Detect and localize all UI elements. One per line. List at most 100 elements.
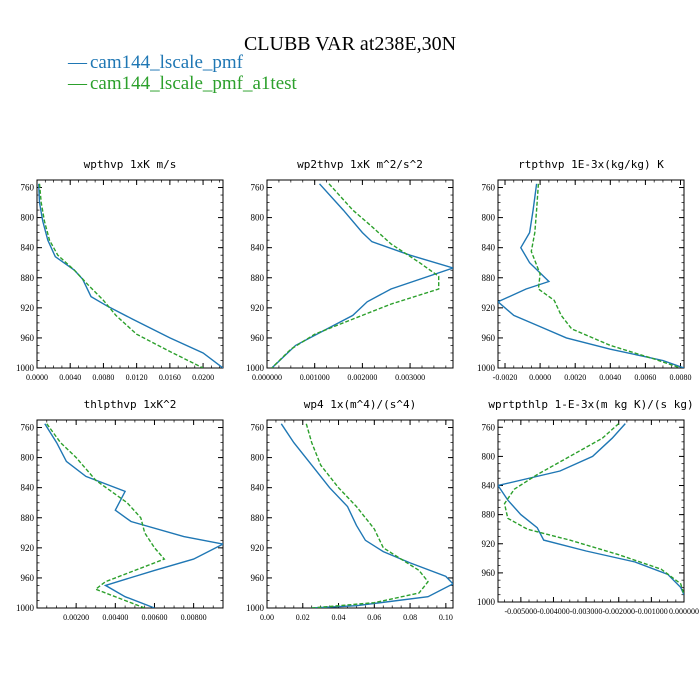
panel-1: wpthvp 1xK m/s76080084088092096010000.00… xyxy=(16,158,224,382)
x-tick-label: 0.003000 xyxy=(395,373,425,382)
y-tick-label: 800 xyxy=(21,453,35,463)
x-tick-label: 0.0040 xyxy=(59,373,81,382)
y-tick-label: 1000 xyxy=(246,363,265,373)
x-tick-label: 0.000000 xyxy=(252,373,282,382)
series-line-1 xyxy=(498,183,684,368)
y-tick-label: 960 xyxy=(482,568,496,578)
panel-title: wpthvp 1xK m/s xyxy=(84,158,177,171)
y-tick-label: 800 xyxy=(482,451,496,461)
x-tick-label: 0.08 xyxy=(403,613,417,622)
x-tick-label: 0.10 xyxy=(439,613,453,622)
panel-4: thlpthvp 1xK^2 760 800 840 880 920 960 1000 0.00… xyxy=(16,398,224,622)
panel-2: wp2thvp 1xK m^2/s^2 760 800 840 880 920 960 100… xyxy=(246,158,454,382)
plot-frame xyxy=(266,419,454,609)
y-tick-label: 800 xyxy=(251,213,265,223)
x-tick-label: 0.0080 xyxy=(669,373,691,382)
panel-title: wp4 1x(m^4)/(s^4) xyxy=(304,398,417,411)
x-tick-label: 0.002000 xyxy=(347,373,377,382)
x-tick-label: -0.004000 xyxy=(537,607,570,616)
x-tick-label: 0.0000 xyxy=(529,373,551,382)
x-tick-label: 0.00600 xyxy=(141,613,167,622)
series-line-1 xyxy=(38,183,223,368)
series-line-1 xyxy=(44,423,223,608)
series-line-2 xyxy=(38,183,204,368)
plot-frame xyxy=(497,419,685,603)
y-tick-label: 920 xyxy=(251,543,265,553)
y-tick-label: 840 xyxy=(21,243,35,253)
y-tick-label: 960 xyxy=(21,573,35,583)
y-tick-label: 800 xyxy=(21,213,35,223)
y-tick-label: 800 xyxy=(482,213,496,223)
series-line-2 xyxy=(503,423,684,595)
y-tick-label: 960 xyxy=(21,333,35,343)
panel-title: wp2thvp 1xK m^2/s^2 xyxy=(297,158,423,171)
y-tick-label: 1000 xyxy=(246,603,265,613)
panels: wpthvp 1xK m/s76080084088092096010000.00… xyxy=(16,158,699,622)
y-tick-label: 880 xyxy=(482,273,496,283)
y-tick-label: 840 xyxy=(21,483,35,493)
plot-frame xyxy=(36,179,224,369)
x-tick-label: 0.00400 xyxy=(102,613,128,622)
y-tick-label: 960 xyxy=(482,333,496,343)
y-tick-label: 1000 xyxy=(16,363,35,373)
figure-title: CLUBB VAR at238E,30N xyxy=(244,33,456,55)
x-tick-label: 0.000000 xyxy=(669,607,699,616)
y-tick-label: 880 xyxy=(482,510,496,520)
legend: — cam144_lscale_pmf — cam144_lscale_pmf_… xyxy=(67,52,298,94)
x-tick-label: -0.002000 xyxy=(602,607,635,616)
series-line-2 xyxy=(530,183,681,368)
y-tick-label: 760 xyxy=(251,183,265,193)
series-line-1 xyxy=(280,423,453,608)
y-tick-label: 880 xyxy=(21,513,35,523)
y-tick-label: 760 xyxy=(482,422,496,432)
plot-frame xyxy=(497,179,685,369)
x-tick-label: -0.003000 xyxy=(570,607,603,616)
y-tick-label: 800 xyxy=(251,453,265,463)
x-tick-label: -0.001000 xyxy=(635,607,668,616)
panel-title: thlpthvp 1xK^2 xyxy=(84,398,177,411)
x-tick-label: 0.0120 xyxy=(126,373,148,382)
series-line-1 xyxy=(498,423,684,595)
series-line-2 xyxy=(46,423,166,608)
x-tick-label: 0.0000 xyxy=(26,373,48,382)
x-tick-label: -0.005000 xyxy=(505,607,538,616)
plot-frame xyxy=(36,419,224,609)
panel-6: wprtpthlp 1-E-3x(m kg K)/(s kg) 760 800 840… xyxy=(477,398,699,616)
y-tick-label: 920 xyxy=(482,539,496,549)
x-tick-label: -0.0020 xyxy=(493,373,518,382)
legend-marker-1: — xyxy=(67,73,88,94)
y-tick-label: 920 xyxy=(482,303,496,313)
y-tick-label: 880 xyxy=(251,273,265,283)
x-tick-label: 0.02 xyxy=(296,613,310,622)
series-line-2 xyxy=(305,423,429,608)
y-tick-label: 760 xyxy=(21,423,35,433)
legend-label-1: cam144_lscale_pmf_a1test xyxy=(90,73,298,94)
y-tick-label: 880 xyxy=(251,513,265,523)
series-line-2 xyxy=(271,183,440,368)
x-tick-label: 0.0200 xyxy=(192,373,214,382)
y-tick-label: 1000 xyxy=(477,597,496,607)
y-tick-label: 960 xyxy=(251,333,265,343)
y-tick-label: 840 xyxy=(251,243,265,253)
panel-title: rtpthvp 1E-3x(kg/kg) K xyxy=(518,158,664,171)
y-tick-label: 760 xyxy=(482,183,496,193)
y-tick-label: 960 xyxy=(251,573,265,583)
panel-title: wprtpthlp 1-E-3x(m kg K)/(s kg) xyxy=(488,398,693,411)
legend-label-0: cam144_lscale_pmf xyxy=(90,52,244,73)
y-tick-label: 1000 xyxy=(477,363,496,373)
x-tick-label: 0.0040 xyxy=(599,373,621,382)
y-tick-label: 840 xyxy=(251,483,265,493)
x-tick-label: 0.0020 xyxy=(564,373,586,382)
x-tick-label: 0.04 xyxy=(332,613,346,622)
y-tick-label: 1000 xyxy=(16,603,35,613)
y-tick-label: 920 xyxy=(251,303,265,313)
legend-marker-0: — xyxy=(67,52,88,73)
y-tick-label: 760 xyxy=(21,183,35,193)
y-tick-label: 920 xyxy=(21,303,35,313)
series-line-1 xyxy=(271,183,453,368)
y-tick-label: 840 xyxy=(482,481,496,491)
y-tick-label: 760 xyxy=(251,423,265,433)
x-tick-label: 0.00800 xyxy=(181,613,207,622)
y-tick-label: 920 xyxy=(21,543,35,553)
